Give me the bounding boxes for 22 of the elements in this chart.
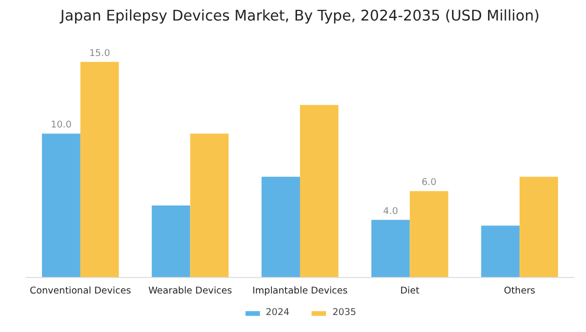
chart-title: Japan Epilepsy Devices Market, By Type, 2024-2035 (USD Million) [59, 8, 540, 24]
x-tick-label: Diet [400, 285, 420, 296]
bar [42, 134, 80, 278]
data-label: 4.0 [383, 206, 398, 217]
legend-label: 2035 [332, 307, 356, 318]
x-tick-label: Conventional Devices [30, 285, 132, 296]
bar [410, 191, 448, 278]
bar [520, 176, 558, 278]
legend-label: 2024 [266, 307, 290, 318]
x-tick-label: Implantable Devices [252, 285, 348, 296]
bar [371, 220, 410, 278]
bar [300, 104, 338, 278]
bar [190, 134, 229, 278]
data-label: 15.0 [89, 48, 110, 59]
data-label: 10.0 [50, 120, 72, 131]
x-tick-label: Wearable Devices [148, 285, 232, 296]
bar [481, 226, 520, 278]
bar [80, 62, 119, 278]
bar [262, 176, 300, 278]
bar [152, 206, 190, 278]
data-label: 6.0 [422, 177, 436, 188]
x-tick-label: Others [504, 285, 536, 296]
